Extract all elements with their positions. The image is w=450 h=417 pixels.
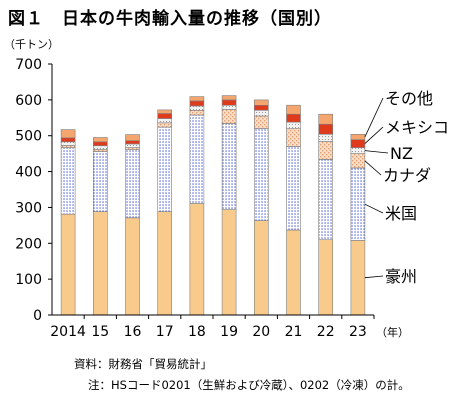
y-tick-label-200: 200: [15, 236, 42, 252]
bar-mexico-22: [318, 123, 334, 135]
bar-nz-19: [221, 104, 237, 110]
x-tick-label-18: 18: [188, 324, 206, 340]
x-tick-label-20: 20: [252, 324, 270, 340]
bar-canada-2014: [60, 145, 76, 148]
chart-title: 図１ 日本の牛肉輸入量の推移（国別）: [8, 9, 332, 29]
bar-mexico-19: [221, 99, 237, 106]
bar-other-20: [254, 99, 269, 106]
x-tick-label-22: 22: [317, 324, 335, 340]
leader-line-us: [364, 203, 384, 214]
bar-mexico-18: [189, 100, 205, 107]
bar-canada-17: [157, 122, 172, 128]
bar-nz-2014: [60, 141, 76, 146]
footnote-text: 注：HSコード0201（生鮮および冷蔵）、0202（冷凍）の計。: [88, 378, 410, 392]
bar-mexico-23: [350, 139, 366, 148]
bar-canada-23: [350, 153, 366, 169]
footnote: 注：HSコード0201（生鮮および冷蔵）、0202（冷凍）の計。: [88, 376, 448, 395]
axes-group: 0 100 200 300 400 500 600 700 2014 15 16 17 18 19 20 21…: [15, 57, 409, 340]
bar-other-21: [286, 104, 301, 115]
bar-us-23: [350, 167, 366, 241]
leader-line-australia: [364, 275, 384, 279]
y-tick-label-600: 600: [15, 93, 42, 109]
x-tick-label-21: 21: [285, 324, 303, 340]
bar-us-17: [157, 126, 172, 212]
x-tick-label-16: 16: [124, 324, 142, 340]
leader-line-canada: [364, 160, 382, 176]
leader-line-other: [364, 97, 384, 138]
series-label-other: その他: [385, 89, 433, 108]
bar-other-18: [189, 96, 205, 102]
bar-australia-22: [318, 239, 334, 316]
legend-leader-lines: [364, 97, 389, 279]
bar-australia-16: [125, 217, 140, 316]
bar-australia-2014: [60, 213, 76, 316]
x-tick-label-17: 17: [156, 324, 174, 340]
bar-us-18: [189, 114, 205, 204]
bar-mexico-20: [254, 104, 269, 111]
y-tick-label-100: 100: [15, 272, 42, 288]
bar-australia-21: [286, 229, 301, 316]
bar-other-15: [93, 137, 108, 143]
bar-mexico-15: [93, 141, 108, 147]
bar-mexico-16: [125, 140, 140, 145]
bar-us-21: [286, 146, 301, 231]
bar-other-22: [318, 113, 334, 125]
bar-mexico-2014: [60, 137, 76, 143]
bar-other-16: [125, 134, 140, 142]
y-tick-label-300: 300: [15, 200, 42, 216]
y-axis-unit-label: （千トン）: [4, 38, 59, 51]
leader-line-nz: [364, 150, 389, 154]
bar-canada-20: [254, 115, 269, 129]
bar-nz-16: [125, 143, 140, 148]
bar-us-19: [221, 123, 237, 210]
series-label-australia: 豪州: [385, 267, 417, 286]
bar-nz-20: [254, 110, 269, 117]
series-label-canada: カナダ: [383, 166, 431, 185]
source-note: 資料：財務省「貿易統計」: [74, 357, 212, 371]
bar-other-23: [350, 134, 366, 141]
bar-nz-18: [189, 105, 205, 111]
bar-canada-18: [189, 110, 205, 116]
bars-group: [60, 95, 366, 316]
series-labels: 豪州 米国 カナダ NZ メキシコ その他: [383, 89, 449, 286]
bar-mexico-21: [286, 113, 301, 123]
bar-us-15: [93, 151, 108, 213]
bar-nz-23: [350, 147, 366, 154]
bar-us-22: [318, 159, 334, 240]
x-tick-label-15: 15: [91, 324, 109, 340]
bar-canada-22: [318, 141, 334, 160]
bar-nz-22: [318, 134, 334, 142]
bar-canada-21: [286, 128, 301, 147]
bar-us-20: [254, 128, 269, 221]
bar-nz-15: [93, 145, 108, 150]
y-tick-label-0: 0: [33, 308, 42, 324]
bar-us-16: [125, 149, 140, 219]
y-tick-label-500: 500: [15, 129, 42, 145]
y-tick-label-700: 700: [15, 57, 42, 73]
bar-other-19: [221, 95, 237, 101]
bar-other-2014: [60, 129, 76, 139]
x-axis-unit-label: （年）: [376, 325, 409, 339]
bar-australia-23: [350, 240, 366, 316]
x-tick-label-23: 23: [349, 324, 367, 340]
bar-other-17: [157, 109, 172, 114]
bar-australia-19: [221, 209, 237, 316]
x-tick-label-2014: 2014: [50, 324, 86, 340]
bar-australia-20: [254, 220, 269, 316]
stacked-bar-chart: 0 100 200 300 400 500 600 700 2014 15 16 17 18 19 20 21…: [15, 57, 449, 340]
bar-australia-18: [189, 203, 205, 316]
series-label-nz: NZ: [390, 144, 413, 163]
bar-mexico-17: [157, 113, 172, 119]
bar-australia-15: [93, 211, 108, 316]
leader-line-mexico: [364, 126, 384, 144]
bar-nz-17: [157, 118, 172, 124]
bar-canada-19: [221, 109, 237, 124]
series-label-us: 米国: [385, 204, 417, 223]
bar-australia-17: [157, 211, 172, 316]
bar-us-2014: [60, 147, 76, 215]
series-label-mexico: メキシコ: [385, 118, 449, 137]
x-tick-label-19: 19: [220, 324, 238, 340]
bar-nz-21: [286, 121, 301, 129]
y-tick-label-400: 400: [15, 165, 42, 181]
